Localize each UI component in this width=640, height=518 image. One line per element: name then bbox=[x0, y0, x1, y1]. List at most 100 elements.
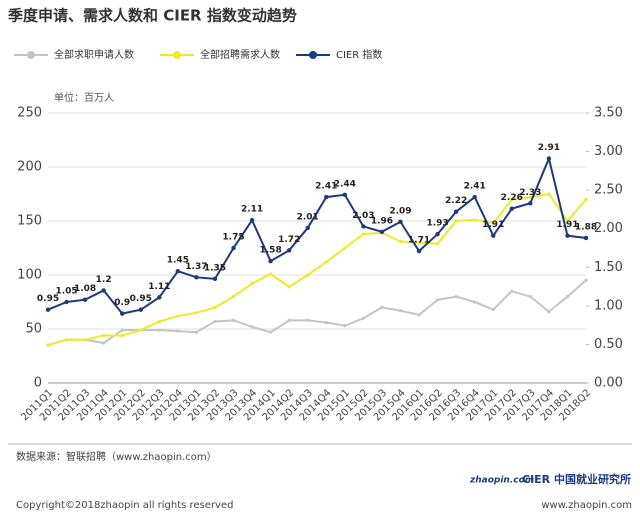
legend-label: 全部求职申请人数 bbox=[54, 48, 134, 61]
y-tick-label: 50 bbox=[25, 322, 42, 337]
point bbox=[138, 307, 143, 312]
y2-tick-label: 0.00 bbox=[594, 376, 623, 391]
point bbox=[584, 278, 588, 282]
data-label: 1.72 bbox=[278, 235, 300, 245]
data-label: 0.95 bbox=[130, 294, 152, 304]
point bbox=[343, 324, 347, 328]
legend-label: 全部招聘需求人数 bbox=[200, 48, 280, 61]
copyright: Copyright©2018zhaopin all rights reserve… bbox=[16, 500, 233, 511]
point bbox=[398, 219, 403, 224]
point bbox=[306, 273, 310, 277]
chart-title: 季度申请、需求人数和 CIER 指数变动趋势 bbox=[8, 7, 297, 25]
point bbox=[435, 298, 440, 302]
point bbox=[324, 260, 328, 264]
data-label: 2.41 bbox=[315, 182, 337, 192]
point bbox=[157, 328, 161, 332]
point bbox=[64, 299, 69, 305]
point bbox=[64, 338, 69, 342]
point bbox=[528, 295, 532, 299]
point bbox=[45, 307, 51, 312]
y2-tick-label: 1.00 bbox=[594, 298, 623, 313]
point bbox=[82, 297, 88, 302]
source: 数据来源：智联招聘（www.zhaopin.com） bbox=[16, 450, 217, 463]
logo-zhaopin: zhaopin.com bbox=[469, 476, 534, 486]
point bbox=[231, 318, 236, 322]
legend-label: CIER 指数 bbox=[336, 48, 382, 61]
point bbox=[305, 225, 310, 231]
point bbox=[250, 325, 254, 329]
point bbox=[342, 192, 348, 197]
point bbox=[306, 318, 310, 322]
data-label: 2.03 bbox=[352, 211, 374, 221]
point bbox=[473, 218, 477, 222]
point bbox=[324, 320, 328, 325]
point bbox=[473, 300, 477, 304]
point bbox=[194, 311, 199, 315]
data-label: 2.11 bbox=[241, 205, 263, 215]
legend-marker bbox=[173, 51, 181, 59]
point bbox=[212, 276, 218, 282]
point bbox=[491, 233, 496, 238]
point bbox=[583, 235, 589, 241]
point bbox=[231, 245, 236, 251]
y-tick-label: 100 bbox=[17, 268, 42, 283]
data-label: 1.75 bbox=[222, 233, 244, 243]
point bbox=[379, 229, 385, 234]
data-label: 2.44 bbox=[334, 179, 356, 189]
data-label: 2.26 bbox=[501, 193, 523, 203]
point bbox=[101, 288, 106, 293]
point bbox=[83, 338, 87, 342]
point bbox=[120, 333, 124, 338]
data-label: 1.71 bbox=[408, 236, 430, 246]
y2-tick-label: 0.50 bbox=[594, 337, 623, 352]
data-label: 1.93 bbox=[426, 219, 448, 229]
logo-cier: CIER 中国就业研究所 bbox=[522, 472, 631, 486]
y2-tick-label: 3.50 bbox=[594, 106, 623, 121]
y-tick-label: 150 bbox=[17, 214, 42, 229]
point bbox=[491, 307, 495, 312]
y2-tick-label: 2.50 bbox=[594, 183, 623, 198]
point bbox=[249, 218, 255, 223]
point bbox=[287, 318, 291, 322]
point bbox=[157, 295, 162, 300]
data-label: 2.91 bbox=[538, 143, 560, 153]
point bbox=[510, 197, 514, 201]
point bbox=[268, 258, 273, 264]
point bbox=[324, 194, 329, 200]
point bbox=[528, 201, 533, 206]
point bbox=[176, 314, 180, 318]
point bbox=[380, 305, 384, 309]
data-label: 2.09 bbox=[389, 206, 411, 216]
point bbox=[175, 268, 181, 274]
data-label: 1.11 bbox=[148, 282, 170, 292]
point bbox=[435, 231, 440, 237]
point bbox=[46, 343, 50, 347]
legend-marker bbox=[27, 51, 35, 59]
data-label: 1.35 bbox=[204, 263, 226, 273]
point bbox=[157, 319, 161, 324]
data-label: 2.22 bbox=[445, 196, 467, 206]
point bbox=[269, 330, 273, 334]
data-label: 1.45 bbox=[167, 256, 189, 266]
y-tick-label: 200 bbox=[17, 160, 42, 175]
point bbox=[343, 246, 347, 250]
point bbox=[565, 233, 570, 238]
point bbox=[453, 209, 459, 214]
point bbox=[528, 195, 532, 199]
data-label: 1.08 bbox=[74, 284, 96, 294]
data-label: 2.33 bbox=[519, 188, 541, 198]
point bbox=[472, 194, 477, 200]
data-label: 1.2 bbox=[96, 275, 112, 285]
data-label: 0.9 bbox=[114, 298, 130, 308]
point bbox=[213, 305, 217, 309]
point bbox=[509, 206, 514, 211]
y-tick-label: 250 bbox=[17, 106, 42, 121]
y-tick-label: 0 bbox=[34, 376, 42, 391]
data-label: 2.41 bbox=[464, 182, 486, 192]
point bbox=[417, 241, 421, 245]
data-label: 2.01 bbox=[297, 212, 319, 222]
point bbox=[231, 295, 236, 299]
url: www.zhaopin.com bbox=[541, 500, 632, 511]
point bbox=[361, 316, 365, 320]
